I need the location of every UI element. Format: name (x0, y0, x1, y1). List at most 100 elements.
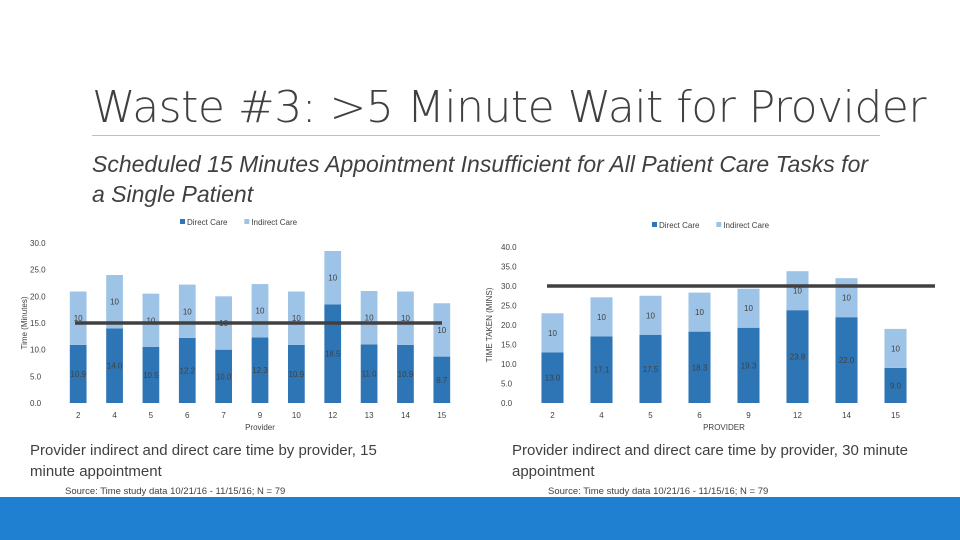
left-label-direct: 18.5 (325, 350, 341, 359)
right-bar-direct (541, 352, 564, 403)
chart-30-minute: 0.0 5.0 10.0 15.0 20.0 25.0 30.0 35.0 40.0 TIME T… (480, 212, 960, 434)
left-y-axis-title: Time (Minutes) (20, 296, 29, 349)
source-15-minute: Source: Time study data 10/21/16 - 11/15… (65, 486, 286, 497)
right-legend-swatch (716, 222, 722, 227)
left-bar-indirect (106, 275, 123, 329)
left-legend-swatch (180, 219, 185, 224)
right-x-tick: 5 (648, 411, 653, 420)
left-label-direct: 12.2 (179, 366, 195, 375)
left-y-tick: 20.0 (30, 292, 46, 301)
right-label-direct: 13.0 (545, 374, 561, 383)
chart-30-minute-svg: 0.0 5.0 10.0 15.0 20.0 25.0 30.0 35.0 40.0 TIME T… (485, 221, 935, 432)
right-label-indirect: 10 (597, 313, 606, 322)
right-label-direct: 22.0 (839, 356, 855, 365)
left-x-tick: 10 (292, 411, 301, 420)
left-label-indirect: 10 (365, 314, 374, 323)
right-bar-indirect (590, 297, 613, 337)
left-bar-direct (324, 304, 342, 403)
right-label-indirect: 10 (695, 308, 704, 317)
right-label-indirect: 10 (891, 344, 900, 353)
right-legend-label: Indirect Care (723, 221, 769, 230)
right-bar-indirect (786, 271, 809, 311)
right-bar-indirect (835, 278, 858, 318)
left-x-tick: 4 (112, 411, 117, 420)
right-x-tick: 14 (842, 411, 851, 420)
left-label-direct: 10.9 (70, 370, 86, 379)
right-bar-indirect (737, 288, 760, 328)
left-x-tick: 5 (149, 411, 154, 420)
right-bar-indirect (639, 295, 662, 335)
right-y-tick: 0.0 (501, 399, 513, 408)
left-x-tick: 14 (401, 411, 410, 420)
left-label-indirect: 10 (328, 274, 337, 283)
title-divider (92, 135, 880, 136)
right-bar-indirect (688, 292, 711, 332)
right-bar-direct (737, 327, 760, 403)
left-y-tick: 0.0 (30, 399, 42, 408)
right-y-tick: 5.0 (501, 380, 513, 389)
left-x-tick: 9 (258, 411, 263, 420)
right-label-direct: 9.0 (890, 381, 902, 390)
right-label-indirect: 10 (793, 287, 802, 296)
right-x-tick: 4 (599, 411, 604, 420)
left-y-tick: 30.0 (30, 239, 46, 248)
right-y-tick: 20.0 (501, 321, 517, 330)
right-x-tick: 9 (746, 411, 751, 420)
left-bar-direct (251, 337, 269, 403)
left-label-direct: 12.3 (252, 366, 268, 375)
left-label-direct: 8.7 (436, 376, 448, 385)
left-bar-direct (433, 356, 451, 403)
left-label-direct: 14.0 (107, 362, 123, 371)
left-legend-label: Indirect Care (251, 218, 297, 227)
right-y-tick: 40.0 (501, 243, 517, 252)
left-x-tick: 15 (437, 411, 446, 420)
left-label-indirect: 10 (401, 314, 410, 323)
left-y-tick: 10.0 (30, 346, 46, 355)
left-x-tick: 2 (76, 411, 81, 420)
left-label-direct: 10.9 (398, 370, 414, 379)
left-bar-indirect (288, 291, 305, 345)
right-x-axis-title: PROVIDER (703, 423, 745, 432)
left-x-axis-title: Provider (245, 423, 275, 432)
left-x-tick: 12 (328, 411, 337, 420)
right-bar-direct (786, 310, 809, 403)
right-label-direct: 19.3 (741, 361, 757, 370)
left-bar-direct (215, 349, 232, 403)
right-y-tick: 15.0 (501, 341, 517, 350)
left-label-indirect: 10 (146, 316, 155, 325)
left-bar-indirect (433, 303, 451, 357)
left-bar-direct (288, 344, 305, 403)
left-y-tick: 25.0 (30, 266, 46, 275)
left-y-tick: 5.0 (30, 372, 42, 381)
right-bar-direct (688, 331, 711, 403)
left-bar-indirect (142, 293, 160, 347)
right-label-direct: 18.3 (692, 363, 708, 372)
left-legend-label: Direct Care (187, 218, 228, 227)
slide-subtitle: Scheduled 15 Minutes Appointment Insuffi… (92, 151, 869, 207)
left-label-indirect: 10 (183, 307, 192, 316)
left-x-tick: 6 (185, 411, 190, 420)
left-bar-indirect (397, 291, 414, 345)
left-label-direct: 11.0 (362, 370, 378, 379)
right-label-indirect: 10 (744, 304, 753, 313)
left-legend-swatch (244, 219, 250, 224)
left-bar-indirect (324, 251, 342, 305)
left-bar-indirect (360, 291, 378, 345)
right-x-tick: 12 (793, 411, 802, 420)
left-label-indirect: 10 (256, 307, 265, 316)
left-bar-direct (397, 344, 414, 403)
right-label-indirect: 10 (548, 329, 557, 338)
left-label-direct: 10.9 (289, 370, 305, 379)
left-label-direct: 10.5 (143, 371, 159, 380)
slide-title: Waste #3: >5 Minute Wait for Provider (92, 82, 926, 133)
right-label-direct: 17.1 (594, 366, 610, 375)
right-x-tick: 6 (697, 411, 702, 420)
left-y-tick: 15.0 (30, 319, 46, 328)
left-x-tick: 13 (365, 411, 374, 420)
left-label-indirect: 10 (437, 326, 446, 335)
source-30-minute: Source: Time study data 10/21/16 - 11/15… (548, 486, 769, 497)
left-label-indirect: 10 (110, 298, 119, 307)
right-bar-direct (639, 334, 662, 403)
right-label-direct: 17.5 (643, 365, 659, 374)
right-label-indirect: 10 (646, 311, 655, 320)
